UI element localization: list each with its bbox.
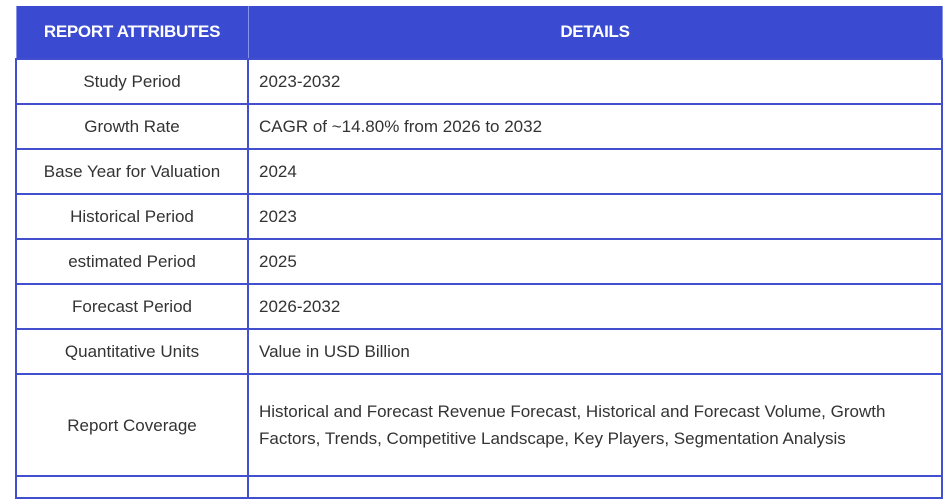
row-details-forecast-period: 2026-2032 <box>247 283 943 330</box>
table-row: Historical Period 2023 <box>15 193 943 240</box>
table-row: Study Period 2023-2032 <box>15 58 943 105</box>
report-table-container: REPORT ATTRIBUTES DETAILS Study Period 2… <box>15 6 943 499</box>
row-details-quantitative-units: Value in USD Billion <box>247 328 943 375</box>
row-attribute-quantitative-units: Quantitative Units <box>15 328 249 375</box>
table-row: estimated Period 2025 <box>15 238 943 285</box>
table-row: Report Coverage Historical and Forecast … <box>15 373 943 477</box>
row-attribute-forecast-period: Forecast Period <box>15 283 249 330</box>
table-row: Base Year for Valuation 2024 <box>15 148 943 195</box>
row-attribute-historical-period: Historical Period <box>15 193 249 240</box>
row-attribute-growth-rate: Growth Rate <box>15 103 249 150</box>
table-row: Forecast Period 2026-2032 <box>15 283 943 330</box>
table-row: Quantitative Units Value in USD Billion <box>15 328 943 375</box>
row-attribute-study-period: Study Period <box>15 58 249 105</box>
row-details-study-period: 2023-2032 <box>247 58 943 105</box>
table-header-row: REPORT ATTRIBUTES DETAILS <box>15 6 943 59</box>
row-details-report-coverage: Historical and Forecast Revenue Forecast… <box>247 373 943 477</box>
row-details-cutoff <box>247 475 943 499</box>
table-row: Growth Rate CAGR of ~14.80% from 2026 to… <box>15 103 943 150</box>
row-details-historical-period: 2023 <box>247 193 943 240</box>
table-row <box>15 475 943 499</box>
row-attribute-cutoff <box>15 475 249 499</box>
row-details-base-year: 2024 <box>247 148 943 195</box>
row-attribute-report-coverage: Report Coverage <box>15 373 249 477</box>
header-report-attributes: REPORT ATTRIBUTES <box>15 6 249 59</box>
row-details-growth-rate: CAGR of ~14.80% from 2026 to 2032 <box>247 103 943 150</box>
row-attribute-estimated-period: estimated Period <box>15 238 249 285</box>
row-attribute-base-year: Base Year for Valuation <box>15 148 249 195</box>
row-details-estimated-period: 2025 <box>247 238 943 285</box>
report-attributes-table: REPORT ATTRIBUTES DETAILS Study Period 2… <box>15 6 943 499</box>
header-details: DETAILS <box>247 6 943 59</box>
